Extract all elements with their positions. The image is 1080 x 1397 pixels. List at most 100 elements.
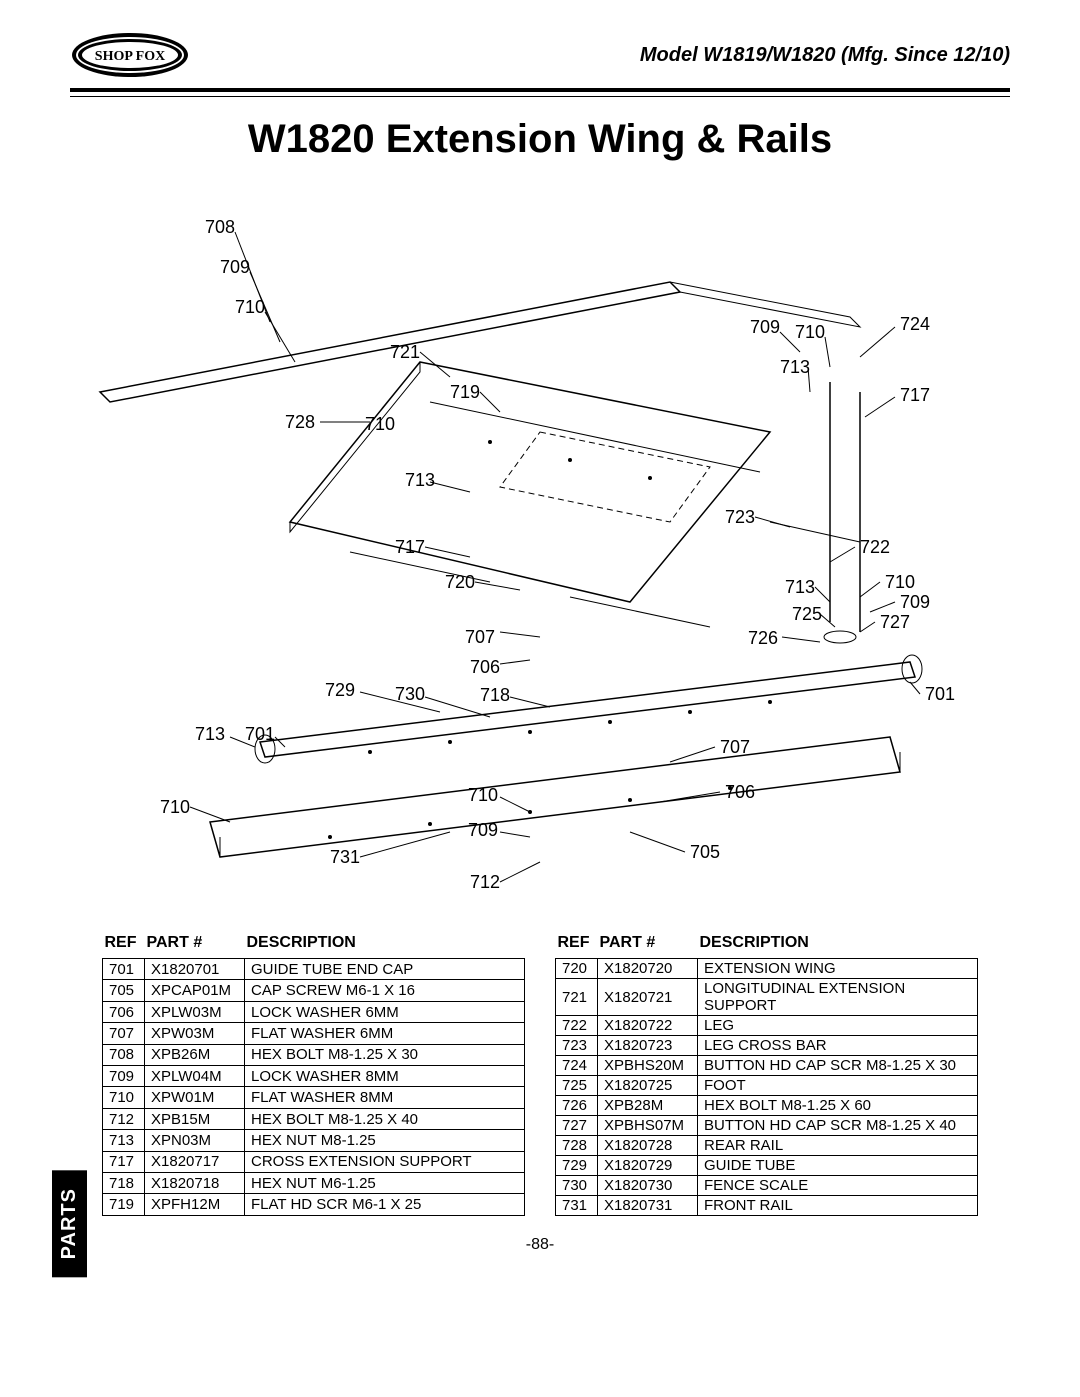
callout-label: 710 [885,572,915,593]
table-cell: XPCAP01M [145,980,245,1001]
callout-label: 709 [220,257,250,278]
callout-label: 724 [900,314,930,335]
callout-label: 708 [205,217,235,238]
table-cell: 722 [556,1016,598,1036]
table-row: 713XPN03MHEX NUT M8-1.25 [103,1130,525,1151]
callout-label: 710 [468,785,498,806]
col-part: PART # [598,932,698,959]
table-cell: 713 [103,1130,145,1151]
callout-label: 713 [780,357,810,378]
table-cell: X1820731 [598,1196,698,1216]
table-row: 722X1820722LEG [556,1016,978,1036]
table-cell: 705 [103,980,145,1001]
exploded-diagram: 7087097107217197287107137177207077067297… [70,182,1010,902]
callout-label: 710 [795,322,825,343]
table-cell: HEX BOLT M8-1.25 X 30 [245,1044,525,1065]
table-cell: XPN03M [145,1130,245,1151]
callout-label: 710 [235,297,265,318]
table-cell: FRONT RAIL [698,1196,978,1216]
table-cell: XPFH12M [145,1194,245,1216]
table-cell: FENCE SCALE [698,1176,978,1196]
table-cell: 727 [556,1116,598,1136]
callout-label: 729 [325,680,355,701]
page-title: W1820 Extension Wing & Rails [70,117,1010,162]
table-row: 709XPLW04MLOCK WASHER 8MM [103,1066,525,1087]
table-cell: 707 [103,1023,145,1044]
table-row: 708XPB26MHEX BOLT M8-1.25 X 30 [103,1044,525,1065]
table-cell: HEX NUT M8-1.25 [245,1130,525,1151]
table-cell: X1820701 [145,959,245,980]
table-cell: X1820717 [145,1151,245,1172]
table-cell: 710 [103,1087,145,1108]
table-cell: 731 [556,1196,598,1216]
table-cell: XPBHS07M [598,1116,698,1136]
table-cell: FOOT [698,1076,978,1096]
col-desc: DESCRIPTION [698,932,978,959]
table-cell: CROSS EXTENSION SUPPORT [245,1151,525,1172]
table-row: 705XPCAP01MCAP SCREW M6-1 X 16 [103,980,525,1001]
table-cell: BUTTON HD CAP SCR M8-1.25 X 30 [698,1056,978,1076]
callout-label: 710 [365,414,395,435]
table-cell: BUTTON HD CAP SCR M8-1.25 X 40 [698,1116,978,1136]
callout-label: 713 [785,577,815,598]
callout-label: 710 [160,797,190,818]
callout-label: 725 [792,604,822,625]
table-row: 701X1820701GUIDE TUBE END CAP [103,959,525,980]
callout-label: 707 [720,737,750,758]
callout-label: 709 [468,820,498,841]
table-row: 727XPBHS07MBUTTON HD CAP SCR M8-1.25 X 4… [556,1116,978,1136]
table-cell: XPW01M [145,1087,245,1108]
table-cell: 725 [556,1076,598,1096]
callout-label: 731 [330,847,360,868]
table-row: 729X1820729GUIDE TUBE [556,1156,978,1176]
table-cell: 712 [103,1108,145,1129]
table-cell: XPLW03M [145,1001,245,1022]
callout-label: 701 [925,684,955,705]
table-cell: XPLW04M [145,1066,245,1087]
table-cell: XPBHS20M [598,1056,698,1076]
callout-label: 720 [445,572,475,593]
table-cell: 719 [103,1194,145,1216]
table-cell: EXTENSION WING [698,959,978,979]
table-cell: X1820729 [598,1156,698,1176]
table-cell: 729 [556,1156,598,1176]
table-row: 725X1820725FOOT [556,1076,978,1096]
callout-label: 723 [725,507,755,528]
callout-label: 709 [750,317,780,338]
table-cell: LEG CROSS BAR [698,1036,978,1056]
col-ref: REF [103,932,145,959]
table-cell: 701 [103,959,145,980]
table-cell: X1820718 [145,1173,245,1194]
callout-label: 706 [725,782,755,803]
parts-table-right: REF PART # DESCRIPTION 720X1820720EXTENS… [555,932,978,1216]
callout-label: 722 [860,537,890,558]
table-cell: LOCK WASHER 8MM [245,1066,525,1087]
table-cell: XPW03M [145,1023,245,1044]
table-row: 731X1820731FRONT RAIL [556,1196,978,1216]
table-cell: LEG [698,1016,978,1036]
table-row: 710XPW01MFLAT WASHER 8MM [103,1087,525,1108]
parts-table-left: REF PART # DESCRIPTION 701X1820701GUIDE … [102,932,525,1216]
page-header: SHOP FOX Model W1819/W1820 (Mfg. Since 1… [70,30,1010,92]
header-rule [70,96,1010,97]
callout-label: 712 [470,872,500,893]
brand-logo: SHOP FOX [70,30,190,80]
table-cell: HEX NUT M6-1.25 [245,1173,525,1194]
callout-label: 707 [465,627,495,648]
table-cell: HEX BOLT M8-1.25 X 60 [698,1096,978,1116]
table-cell: 730 [556,1176,598,1196]
model-info: Model W1819/W1820 (Mfg. Since 12/10) [640,44,1010,67]
table-row: 719XPFH12MFLAT HD SCR M6-1 X 25 [103,1194,525,1216]
table-cell: FLAT WASHER 8MM [245,1087,525,1108]
col-desc: DESCRIPTION [245,932,525,959]
callout-label: 717 [900,385,930,406]
callout-label: 705 [690,842,720,863]
table-cell: 717 [103,1151,145,1172]
table-row: 723X1820723LEG CROSS BAR [556,1036,978,1056]
table-cell: 720 [556,959,598,979]
table-cell: X1820725 [598,1076,698,1096]
table-cell: 709 [103,1066,145,1087]
table-cell: 721 [556,979,598,1016]
table-row: 726XPB28MHEX BOLT M8-1.25 X 60 [556,1096,978,1116]
table-row: 728X1820728REAR RAIL [556,1136,978,1156]
